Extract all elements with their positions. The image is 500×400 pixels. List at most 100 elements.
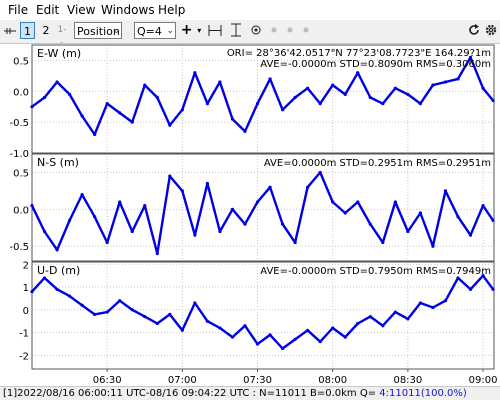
- data-point: [30, 289, 34, 294]
- data-point: [255, 200, 260, 204]
- data-point: [80, 114, 84, 118]
- data-point: [268, 333, 272, 337]
- toolbar: 1 2 1-2 Position ⌄ Q=4 ⌄ + ▾: [0, 20, 500, 52]
- data-point: [356, 200, 360, 204]
- data-point: [418, 301, 423, 305]
- data-point: [67, 218, 72, 223]
- data-point: [42, 95, 47, 100]
- data-point: [93, 215, 97, 219]
- data-point: [356, 71, 360, 75]
- data-point: [55, 80, 59, 84]
- data-point: [443, 299, 448, 303]
- data-point: [393, 310, 397, 314]
- data-point: [67, 294, 72, 298]
- y-tick-label: 0: [23, 306, 29, 317]
- menu-bar: File Edit View Windows Help: [0, 0, 500, 20]
- data-point: [491, 287, 495, 291]
- data-point: [443, 80, 448, 84]
- data-point: [318, 340, 322, 344]
- point-icon[interactable]: [303, 27, 309, 33]
- data-point: [255, 102, 260, 106]
- data-point: [105, 310, 109, 314]
- data-point: [318, 170, 322, 175]
- chevron-down-icon: ⌄: [166, 26, 174, 36]
- data-point: [155, 95, 159, 100]
- data-point: [481, 86, 485, 90]
- menu-file[interactable]: File: [8, 3, 29, 17]
- data-point: [468, 287, 473, 291]
- plot-type-select[interactable]: Position ⌄: [74, 22, 122, 39]
- plot-type-value: Position: [77, 25, 120, 38]
- data-point: [230, 335, 235, 339]
- y-tick-label: -2: [19, 351, 29, 362]
- data-point: [368, 315, 372, 319]
- autoscale-horizontal-icon[interactable]: [208, 25, 222, 36]
- data-point: [431, 305, 435, 310]
- data-point: [143, 83, 147, 87]
- menu-view[interactable]: View: [67, 3, 96, 17]
- data-point: [406, 229, 410, 234]
- data-point: [218, 326, 222, 330]
- data-point: [468, 233, 473, 237]
- x-tick-label: 09:00: [469, 375, 498, 386]
- position-chart[interactable]: 0.5 0.0 -0.5 -1.0 E-W (m) ORI= 28°36'42.0517"…: [0, 44, 500, 388]
- point-icon[interactable]: [287, 27, 293, 33]
- plot-area[interactable]: 0.5 0.0 -0.5 -1.0 E-W (m) ORI= 28°36'42.0517"…: [0, 43, 500, 388]
- data-point: [168, 312, 172, 316]
- point-icon[interactable]: [271, 27, 277, 33]
- data-point: [180, 108, 184, 112]
- data-point: [343, 335, 347, 339]
- data-point: [193, 233, 197, 237]
- data-point: [255, 342, 260, 346]
- data-point: [118, 200, 122, 204]
- x-tick-label: 08:30: [393, 375, 422, 386]
- rover-2-button[interactable]: 2: [42, 24, 50, 37]
- data-point: [180, 328, 184, 332]
- panel-statistics: AVE=-0.0000m STD=0.7950m RMS=0.7949m: [260, 266, 491, 277]
- rover-1-2-button[interactable]: 1-2: [57, 25, 67, 52]
- data-point: [280, 222, 285, 226]
- reload-icon[interactable]: [468, 24, 480, 36]
- data-point: [243, 222, 247, 226]
- data-point: [268, 77, 272, 81]
- data-point: [406, 92, 410, 96]
- zoom-button[interactable]: + ▾: [180, 22, 202, 39]
- menu-edit[interactable]: Edit: [36, 3, 60, 17]
- data-point: [205, 181, 210, 186]
- data-point: [381, 324, 385, 328]
- data-point: [393, 200, 397, 204]
- plot-origin-icon[interactable]: [4, 26, 16, 36]
- rover-1-button[interactable]: 1: [20, 22, 35, 39]
- data-point: [55, 248, 59, 252]
- data-point: [331, 83, 335, 87]
- gear-icon[interactable]: [485, 24, 497, 36]
- data-point: [443, 189, 448, 193]
- data-point: [30, 105, 34, 109]
- data-point: [205, 319, 210, 323]
- y-tick-label: -1.0: [9, 149, 29, 160]
- data-point: [280, 108, 285, 112]
- data-point: [268, 185, 272, 189]
- data-point: [67, 92, 72, 96]
- autoscale-vertical-icon[interactable]: [231, 23, 241, 37]
- data-point: [368, 95, 372, 100]
- data-point: [431, 83, 435, 87]
- data-point: [331, 200, 335, 204]
- center-origin-icon[interactable]: [251, 25, 261, 35]
- data-point: [55, 287, 59, 291]
- data-point: [168, 123, 172, 127]
- data-point: [481, 274, 485, 278]
- data-point: [481, 204, 485, 208]
- y-tick-label: -0.5: [9, 118, 29, 129]
- chevron-down-icon: ⌄: [112, 26, 120, 36]
- menu-help[interactable]: Help: [158, 3, 186, 17]
- menu-windows[interactable]: Windows: [101, 3, 155, 17]
- data-point: [418, 211, 423, 215]
- data-point: [456, 215, 460, 219]
- data-point: [368, 222, 372, 226]
- data-point: [491, 98, 495, 103]
- quality-select[interactable]: Q=4 ⌄: [134, 22, 176, 39]
- data-point: [93, 132, 97, 137]
- data-point: [306, 185, 310, 189]
- data-point: [218, 229, 222, 234]
